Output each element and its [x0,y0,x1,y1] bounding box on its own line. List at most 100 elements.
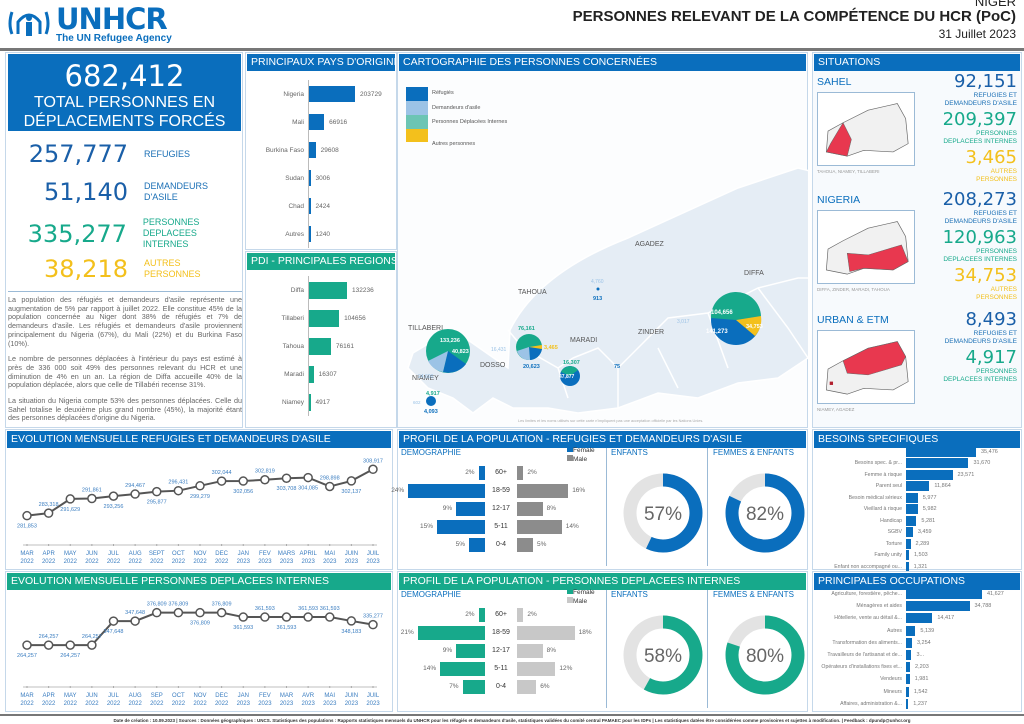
stat-idp: 335,277 PERSONNES DEPLACEES INTERNES [8,217,244,250]
data-point [22,510,32,521]
bar-value: 41,627 [987,591,1004,598]
data-label: 376,809 [212,602,232,608]
data-label: 299,279 [190,494,210,500]
data-point [130,616,140,626]
situation-ref-asy-value: 92,151 [954,71,1017,92]
data-label: 264,257 [82,634,102,640]
legend-others: Autres personnes [432,141,475,147]
bar-track: 4917 [308,388,395,416]
stat-refugees: 257,777 REFUGIES [8,140,244,168]
x-tick-label: 2023 [258,559,272,565]
report-title-block: NIGER PERSONNES RELEVANT DE LA COMPÉTENC… [573,0,1016,42]
pie-niamey [426,396,436,406]
data-label: 361,593 [298,606,318,612]
x-tick-label: JUL [108,693,119,699]
data-point [65,494,75,504]
bar-row: Ménagères et aides 34,788 [814,600,1020,612]
region-label-dosso: DOSSO [480,362,506,369]
data-point [346,476,357,486]
female-pct: 14% [423,665,437,672]
data-point [195,607,205,618]
data-point [108,616,119,626]
tillaberi-asy-label: 24,600 [418,374,434,380]
situation-others-label: AUTRES PERSONNES [920,168,1017,183]
x-tick-label: 2022 [128,701,142,707]
data-label: 281,853 [17,524,37,530]
label-line: DEPLACEES INTERNES [943,375,1017,383]
x-tick-label: AUG [129,551,142,557]
data-point [368,464,378,475]
bar-row: Affaires, administration &... 1,237 [814,698,1020,710]
bar-value: 29608 [320,146,339,154]
donut-title: FEMMES & ENFANTS [713,448,794,457]
data-label: 291,861 [82,488,102,494]
data-label: 291,629 [60,507,80,513]
diffa-asy-label: 3,017 [677,319,690,325]
x-tick-label: 2022 [150,701,164,707]
needs-title: BESOINS SPECIFIQUES [814,431,1020,448]
bar [309,337,331,355]
female-bar [456,502,485,516]
bar [309,86,355,102]
bar-label: Sudan [285,174,304,182]
niamey-ref-label: 4,093 [424,409,438,415]
data-label: 293,256 [104,504,124,510]
x-tick-label: 2023 [301,701,315,707]
label-line: AUTRES [990,168,1017,175]
data-point [238,476,248,486]
region-label-zinder: ZINDER [638,329,664,336]
bar-value: 31,670 [973,460,991,467]
age-group-label: 18-59 [492,629,510,636]
bar-row: Diffa 132236 [250,276,395,304]
region-label-niamey: NIAMEY [412,375,439,382]
male-pct: 5% [537,541,547,548]
label-line: PERSONNES [976,293,1017,301]
bar [309,309,340,327]
x-tick-label: MAI [324,551,335,557]
maradi-idp-label: 16,307 [563,360,580,366]
evolution-idp-chart: 264,257 MAR 2022 264,257 APR 2022 264,257 MAY 20… [17,602,383,707]
situation-figures: 92,151 REFUGIES ET DEMANDEURS D'ASILE 209,3… [920,72,1017,183]
legend-female: Female [567,588,595,597]
label-line: DEMANDEURS D'ASILE [944,217,1017,225]
bar [309,114,325,130]
bar-label: Maradi [284,370,304,378]
bar-track: 66916 [308,108,395,136]
bar-label: Torture [885,540,902,547]
data-label: 376,809 [147,602,167,608]
bar-value: 5,982 [922,506,937,513]
data-label: 302,056 [233,489,253,495]
report-date: 31 Juillet 2023 [938,27,1016,41]
female-bar [478,608,485,622]
donut-chart: 58% [623,615,703,695]
x-tick-label: 2022 [64,701,78,707]
tahoua-asy-label: 16,431 [491,347,507,353]
age-group-label: 60+ [495,611,507,618]
x-tick-label: JUIL [367,693,380,699]
legend-label: Male [573,598,588,605]
bar-track: 16307 [308,360,395,388]
bar-label: SGBV [887,529,902,536]
situation-others-label: AUTRES PERSONNES [920,286,1017,301]
bar-label: Chad [288,202,304,210]
data-label: 302,819 [255,469,275,475]
situation-caption: NIAMEY, AGADEZ [817,407,855,412]
bar-label: Mineurs [883,688,902,695]
legend-swatch-others [406,129,428,142]
situation-map-shape [825,341,909,395]
bar-row: Parent seul 11,864 [814,481,1020,493]
pie-tahoua [516,334,542,361]
data-label: 294,467 [125,483,145,489]
data-label: 295,877 [147,500,167,506]
x-tick-label: 2023 [366,559,380,565]
male-bar [517,608,524,622]
data-label: 361,593 [233,625,253,631]
bar-label: Agriculture, forestière, pêche... [831,591,902,598]
female-pct: 7% [449,683,459,690]
situation-map-shape [825,221,909,275]
female-pct: 24% [391,487,405,494]
bar-label: Parent seul [875,483,902,490]
total-label-1: TOTAL PERSONNES EN [33,94,216,111]
separator [707,448,708,566]
x-tick-label: AVR [302,693,315,699]
